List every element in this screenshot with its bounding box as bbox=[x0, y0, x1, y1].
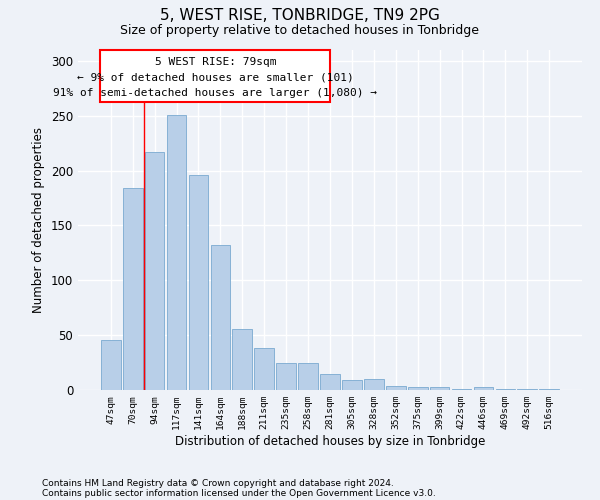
X-axis label: Distribution of detached houses by size in Tonbridge: Distribution of detached houses by size … bbox=[175, 435, 485, 448]
Y-axis label: Number of detached properties: Number of detached properties bbox=[32, 127, 46, 313]
Bar bbox=[123, 188, 143, 390]
Bar bbox=[364, 379, 384, 390]
Bar bbox=[408, 386, 428, 390]
Bar bbox=[276, 362, 296, 390]
Bar bbox=[232, 328, 252, 390]
Text: ← 9% of detached houses are smaller (101): ← 9% of detached houses are smaller (101… bbox=[77, 72, 354, 83]
Bar bbox=[386, 386, 406, 390]
Bar bbox=[473, 386, 493, 390]
Text: 91% of semi-detached houses are larger (1,080) →: 91% of semi-detached houses are larger (… bbox=[53, 88, 377, 99]
Bar bbox=[320, 374, 340, 390]
Text: Contains HM Land Registry data © Crown copyright and database right 2024.: Contains HM Land Registry data © Crown c… bbox=[42, 478, 394, 488]
Bar bbox=[101, 340, 121, 390]
Text: Contains public sector information licensed under the Open Government Licence v3: Contains public sector information licen… bbox=[42, 488, 436, 498]
Bar bbox=[496, 389, 515, 390]
Text: 5, WEST RISE, TONBRIDGE, TN9 2PG: 5, WEST RISE, TONBRIDGE, TN9 2PG bbox=[160, 8, 440, 22]
Bar bbox=[342, 380, 362, 390]
Bar bbox=[167, 114, 187, 390]
Bar bbox=[211, 245, 230, 390]
Bar bbox=[517, 389, 537, 390]
Bar bbox=[539, 389, 559, 390]
Bar bbox=[145, 152, 164, 390]
Text: Size of property relative to detached houses in Tonbridge: Size of property relative to detached ho… bbox=[121, 24, 479, 37]
Bar bbox=[188, 175, 208, 390]
Bar bbox=[452, 389, 472, 390]
Bar bbox=[298, 362, 318, 390]
Text: 5 WEST RISE: 79sqm: 5 WEST RISE: 79sqm bbox=[155, 56, 276, 66]
Bar bbox=[254, 348, 274, 390]
Bar bbox=[430, 386, 449, 390]
FancyBboxPatch shape bbox=[100, 50, 331, 102]
